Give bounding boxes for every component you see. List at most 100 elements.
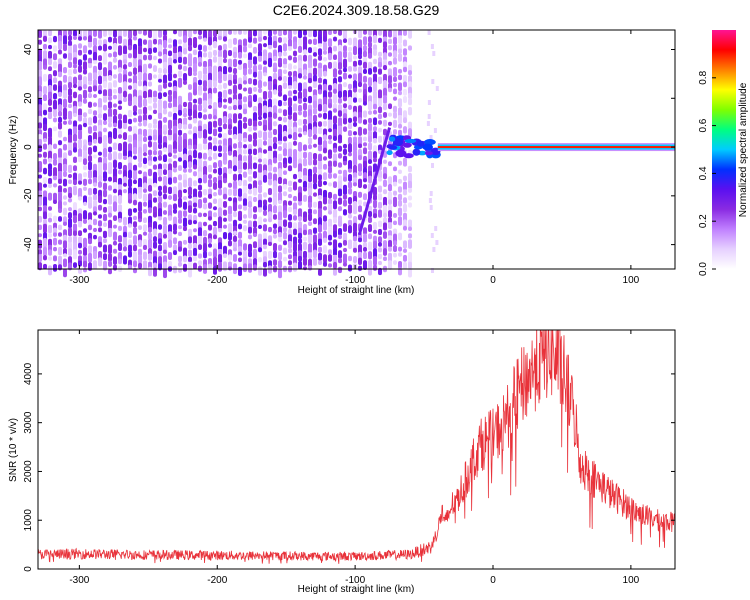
- heatmap-cell: [138, 225, 142, 230]
- heatmap-cell: [108, 101, 112, 109]
- heatmap-cell: [58, 49, 62, 55]
- heatmap-cell: [103, 213, 107, 222]
- heatmap-cell: [93, 132, 97, 142]
- heatmap-cell: [368, 101, 372, 111]
- heatmap-cell: [58, 255, 62, 266]
- heatmap-cell: [273, 186, 277, 194]
- heatmap-cell: [158, 224, 162, 230]
- heatmap-cell: [263, 35, 267, 41]
- heatmap-cell: [163, 54, 167, 64]
- heatmap-cell: [173, 148, 177, 154]
- heatmap-cell: [298, 98, 302, 104]
- heatmap-cell: [403, 74, 407, 83]
- heatmap-cell: [248, 78, 252, 85]
- heatmap-cell: [278, 176, 282, 185]
- heatmap-cell: [223, 36, 227, 42]
- heatmap-cell: [338, 110, 342, 117]
- heatmap-cell: [308, 77, 312, 84]
- snr-x-axis: -300 -200 -100 0 100: [69, 330, 640, 586]
- heatmap-cell: [268, 203, 272, 214]
- heatmap-cell: [258, 43, 262, 52]
- heatmap-cell: [173, 208, 177, 214]
- heatmap-cell: [133, 155, 137, 160]
- heatmap-cell: [393, 82, 397, 88]
- heatmap-cell: [88, 86, 92, 93]
- heatmap-cell: [398, 169, 402, 174]
- heatmap-cell: [208, 174, 212, 179]
- heatmap-cell: [393, 240, 397, 246]
- snr-y-tick-label: 1000: [23, 509, 34, 532]
- heatmap-cell: [253, 112, 257, 123]
- heatmap-cell: [268, 197, 272, 203]
- heatmap-cell: [93, 260, 97, 270]
- heatmap-cell: [348, 204, 352, 214]
- transition-blob: [395, 149, 407, 158]
- heatmap-cell: [113, 94, 117, 100]
- heatmap-cell: [373, 213, 377, 219]
- heatmap-cell: [173, 186, 177, 197]
- heatmap-cell: [288, 180, 292, 187]
- heatmap-cell: [68, 94, 72, 104]
- heatmap-cell: [218, 188, 222, 196]
- heatmap-cell: [218, 139, 222, 145]
- heatmap-cell: [213, 226, 217, 236]
- heatmap-cell: [143, 188, 147, 193]
- heatmap-cell: [313, 182, 317, 190]
- heatmap-cell: [398, 53, 402, 62]
- heatmap-cell: [103, 222, 107, 227]
- heatmap-cell: [383, 103, 387, 111]
- heatmap-cell: [188, 92, 192, 102]
- heatmap-cell: [293, 89, 297, 95]
- heatmap-cell: [373, 151, 377, 159]
- heatmap-cell: [258, 115, 262, 121]
- heatmap-cell: [53, 264, 57, 272]
- heatmap-cell: [108, 137, 112, 144]
- heatmap-cell: [53, 53, 57, 61]
- heatmap-cell: [133, 96, 137, 106]
- heatmap-cell: [183, 124, 187, 130]
- heatmap-cell: [408, 219, 412, 228]
- heatmap-cell: [243, 30, 247, 35]
- heatmap-cell: [218, 180, 222, 189]
- heatmap-cell: [83, 247, 87, 256]
- heatmap-cell: [103, 127, 107, 133]
- heatmap-cell: [408, 128, 412, 138]
- heatmap-cell: [203, 100, 207, 109]
- heatmap-cell: [83, 165, 87, 171]
- heatmap-cell: [278, 237, 282, 242]
- heatmap-cell: [248, 243, 252, 253]
- heatmap-cell: [63, 253, 67, 258]
- heatmap-cell: [153, 236, 157, 243]
- heatmap-cell: [208, 224, 212, 231]
- heatmap-cell: [288, 247, 292, 254]
- heatmap-cell: [78, 49, 82, 56]
- heatmap-cell: [188, 186, 192, 196]
- heatmap-cell: [153, 102, 157, 109]
- heatmap-cell: [431, 163, 434, 168]
- heatmap-cell: [143, 244, 147, 250]
- heatmap-cell: [143, 85, 147, 93]
- heatmap-cell: [123, 90, 127, 98]
- heatmap-cell: [278, 84, 282, 93]
- heatmap-cell: [258, 97, 262, 104]
- heatmap-cell: [253, 220, 257, 228]
- heatmap-cell: [308, 243, 312, 254]
- heatmap-cell: [368, 142, 372, 151]
- heatmap-cell: [253, 37, 257, 44]
- heatmap-cell: [133, 199, 137, 206]
- heatmap-cell: [398, 123, 402, 129]
- heatmap-cell: [273, 234, 277, 239]
- heatmap-cell: [143, 30, 147, 36]
- heatmap-cell: [223, 43, 227, 51]
- heatmap-cell: [203, 174, 207, 184]
- heatmap-cell: [178, 182, 182, 191]
- heatmap-cell: [98, 174, 102, 182]
- heatmap-cell: [308, 201, 312, 209]
- heatmap-cell: [218, 117, 222, 127]
- heatmap-cell: [313, 173, 317, 184]
- heatmap-cell: [303, 144, 307, 151]
- heatmap-cell: [163, 92, 167, 97]
- heatmap-cell: [128, 199, 132, 204]
- heatmap-cell: [258, 163, 262, 174]
- heatmap-cell: [393, 30, 397, 40]
